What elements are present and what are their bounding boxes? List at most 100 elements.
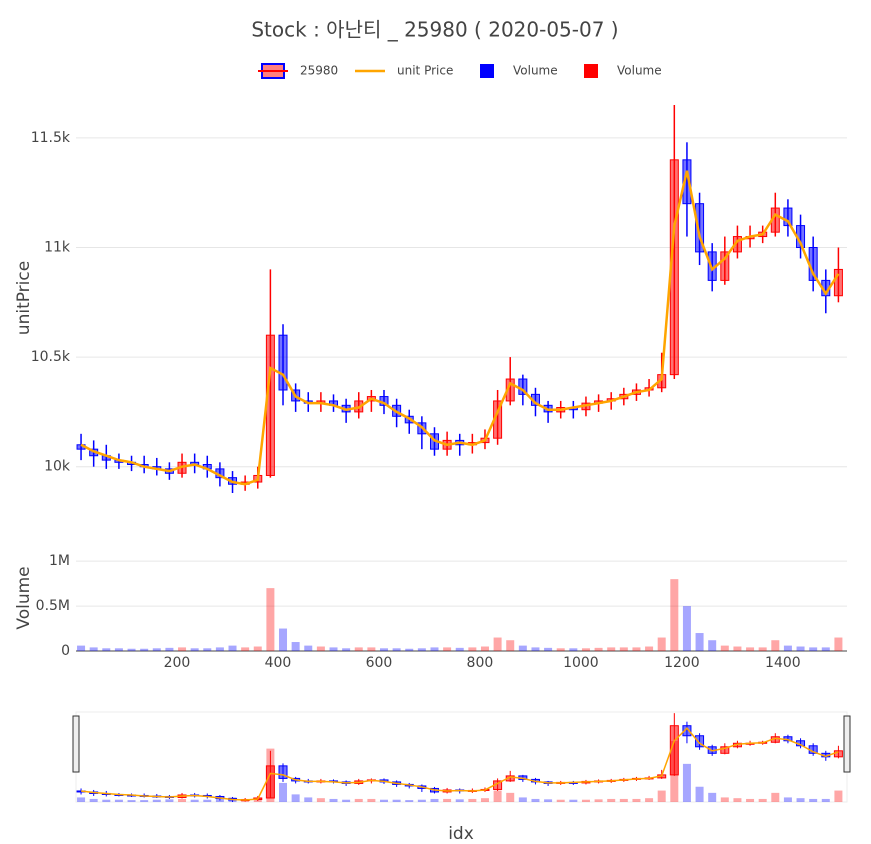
- legend-symbol[interactable]: [584, 64, 598, 78]
- volume-bar: [581, 648, 590, 651]
- x-tick-label: 600: [366, 655, 393, 671]
- mini-candle: [720, 746, 730, 754]
- x-tick-label: 1200: [664, 655, 700, 671]
- mini-volume-bar: [392, 799, 401, 802]
- mini-volume-bar: [127, 800, 136, 802]
- volume-bar: [619, 647, 628, 651]
- mini-candle: [833, 750, 843, 758]
- mini-volume-bar: [430, 798, 439, 802]
- mini-volume-bar: [114, 799, 123, 802]
- mini-volume-bar: [544, 799, 553, 802]
- mini-candle: [278, 765, 288, 779]
- mini-volume-bar: [102, 799, 111, 802]
- volume-bar: [708, 640, 717, 651]
- volume-bar: [771, 640, 780, 651]
- mini-volume-bar: [758, 798, 767, 802]
- volume-bar: [342, 648, 351, 651]
- volume-bar: [493, 637, 502, 651]
- mini-volume-bar: [455, 799, 464, 802]
- mini-volume-bar: [632, 798, 641, 802]
- volume-bar: [468, 647, 477, 651]
- volume-bar: [834, 637, 843, 651]
- volume-bar: [809, 647, 818, 651]
- legend-label[interactable]: Volume: [513, 64, 558, 78]
- mini-volume-bar: [809, 798, 818, 802]
- x-tick-label: 1400: [765, 655, 801, 671]
- volume-bar: [430, 647, 439, 651]
- mini-volume-bar: [493, 790, 502, 802]
- range-handle[interactable]: [843, 715, 851, 773]
- volume-bar: [203, 648, 212, 651]
- mini-volume-bar: [178, 798, 187, 802]
- candle-body: [682, 159, 692, 205]
- mini-volume-bar: [291, 794, 300, 802]
- volume-bar: [228, 645, 237, 651]
- mini-volume-bar: [417, 799, 426, 802]
- mini-volume-bar: [594, 799, 603, 802]
- volume-bar: [215, 647, 224, 651]
- mini-volume-bar: [89, 798, 98, 802]
- mini-volume-bar: [329, 798, 338, 802]
- y-tick-label: 10.5k: [31, 349, 71, 365]
- mini-volume-bar: [556, 799, 565, 802]
- range-slider[interactable]: [75, 711, 848, 803]
- mini-volume-bar: [405, 800, 414, 802]
- x-tick-label: 200: [164, 655, 191, 671]
- volume-bar: [241, 647, 250, 651]
- volume-bar: [783, 645, 792, 651]
- mini-volume-bar: [607, 798, 616, 802]
- legend-symbol[interactable]: [480, 64, 494, 78]
- legend-label[interactable]: Volume: [617, 64, 662, 78]
- mini-volume-bar: [720, 797, 729, 802]
- mini-volume-bar: [354, 798, 363, 802]
- mini-volume-bar: [165, 799, 174, 802]
- y-tick-label: 1M: [49, 553, 70, 569]
- x-tick-label: 800: [467, 655, 494, 671]
- volume-bar: [821, 647, 830, 651]
- mini-volume-bar: [657, 790, 666, 802]
- mini-volume-bar: [480, 798, 489, 802]
- volume-bar: [165, 647, 174, 651]
- volume-bar: [329, 647, 338, 651]
- volume-bar: [531, 647, 540, 651]
- volume-bar: [455, 647, 464, 651]
- mini-volume-bar: [796, 798, 805, 802]
- volume-bar: [443, 647, 452, 651]
- volume-bar: [645, 646, 654, 651]
- range-handle[interactable]: [72, 715, 80, 773]
- mini-candle: [682, 725, 692, 737]
- y-axis-title: Volume: [14, 566, 34, 629]
- volume-bar: [102, 648, 111, 651]
- mini-volume-bar: [443, 798, 452, 802]
- mini-volume-bar: [140, 800, 149, 802]
- mini-volume-bar: [645, 798, 654, 802]
- volume-bar: [152, 648, 161, 651]
- volume-bar: [279, 628, 288, 651]
- mini-volume-bar: [152, 799, 161, 802]
- x-tick-label: 400: [265, 655, 292, 671]
- mini-volume-bar: [569, 799, 578, 802]
- volume-bar: [632, 647, 641, 651]
- legend-label[interactable]: unit Price: [397, 64, 453, 78]
- mini-volume-bar: [682, 763, 691, 802]
- volume-bar: [253, 646, 262, 651]
- legend-label[interactable]: 25980: [300, 64, 338, 78]
- mini-volume-bar: [834, 790, 843, 802]
- volume-bar: [127, 648, 136, 651]
- volume-bar: [480, 646, 489, 651]
- mini-volume-bar: [619, 798, 628, 802]
- price-line: [80, 170, 840, 486]
- volume-bar: [506, 640, 515, 651]
- volume-bar: [569, 648, 578, 651]
- y-axis-title: unitPrice: [14, 261, 34, 335]
- volume-bar: [140, 648, 149, 651]
- volume-bar: [657, 637, 666, 651]
- mini-volume-bar: [708, 792, 717, 802]
- volume-bar: [518, 645, 527, 651]
- volume-bar: [367, 647, 376, 651]
- mini-volume-bar: [367, 798, 376, 802]
- y-tick-label: 10k: [44, 459, 71, 475]
- candle-body: [278, 334, 288, 391]
- volume-bar: [796, 646, 805, 651]
- volume-bar: [89, 647, 98, 651]
